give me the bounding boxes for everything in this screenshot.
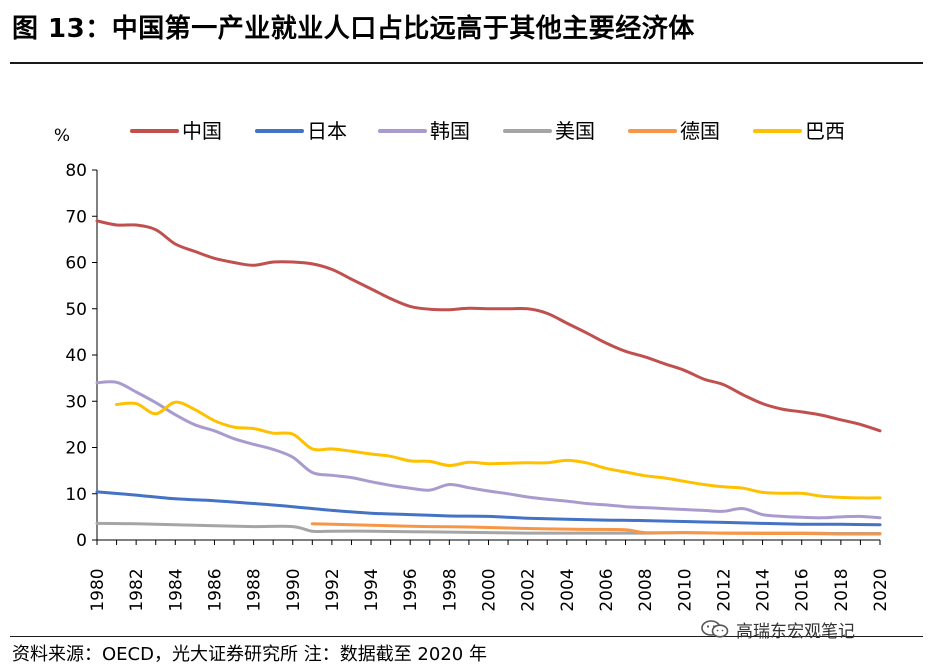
legend-label: 巴西 bbox=[805, 119, 845, 143]
title-divider bbox=[10, 62, 923, 64]
legend-label: 中国 bbox=[182, 119, 222, 143]
x-tick-label: 2008 bbox=[636, 568, 656, 611]
x-tick-label: 1996 bbox=[401, 568, 421, 611]
x-tick-label: 2006 bbox=[597, 568, 617, 611]
x-tick-label: 2012 bbox=[714, 568, 734, 611]
series-line bbox=[95, 219, 882, 433]
legend-item: 美国 bbox=[503, 119, 595, 143]
x-tick-label: 2002 bbox=[519, 568, 539, 611]
y-tick-label: 10 bbox=[65, 485, 87, 505]
y-axis-label: % bbox=[54, 126, 70, 146]
legend-item: 日本 bbox=[255, 119, 347, 143]
x-tick-label: 2016 bbox=[793, 568, 813, 611]
x-tick-label: 1990 bbox=[284, 568, 304, 611]
y-tick-label: 30 bbox=[65, 392, 87, 412]
line-chart: 中国 日本 韩国 美国 德国 巴西 0 10 20 30 40 50 60 70 80% 1980 1982 1… bbox=[54, 119, 891, 612]
x-tick-label: 1988 bbox=[245, 568, 265, 611]
legend-label: 德国 bbox=[680, 119, 720, 143]
x-tick-label: 2004 bbox=[558, 568, 578, 611]
series-line bbox=[310, 522, 882, 536]
x-tick-label: 1984 bbox=[166, 568, 186, 611]
legend-label: 韩国 bbox=[430, 119, 470, 143]
y-tick-label: 70 bbox=[65, 207, 87, 227]
y-tick-label: 20 bbox=[65, 439, 87, 459]
x-tick-label: 2014 bbox=[754, 568, 774, 611]
x-tick-label: 2020 bbox=[871, 568, 891, 611]
chart-title: 图 13：中国第一产业就业人口占比远高于其他主要经济体 bbox=[12, 14, 695, 44]
series-line bbox=[95, 380, 882, 520]
legend-item: 韩国 bbox=[378, 119, 470, 143]
y-tick-label: 80 bbox=[65, 161, 87, 181]
y-tick-label: 50 bbox=[65, 300, 87, 320]
x-tick-label: 2000 bbox=[480, 568, 500, 611]
legend-label: 美国 bbox=[555, 119, 595, 143]
legend-label: 日本 bbox=[307, 119, 347, 143]
x-tick-label: 2018 bbox=[832, 568, 852, 611]
legend-item: 德国 bbox=[628, 119, 720, 143]
footer-divider bbox=[10, 636, 923, 637]
x-tick-label: 1982 bbox=[127, 568, 147, 611]
chart-axes: 0 10 20 30 40 50 60 70 80% 1980 1982 1984 1986 1988 19… bbox=[54, 126, 891, 612]
legend-item: 中国 bbox=[130, 119, 222, 143]
source-note: 资料来源：OECD，光大证券研究所 注：数据截至 2020 年 bbox=[12, 644, 487, 665]
series-line bbox=[115, 400, 882, 500]
series-line bbox=[95, 490, 882, 527]
y-tick-label: 60 bbox=[65, 254, 87, 274]
wechat-icon bbox=[701, 620, 729, 638]
chart-series bbox=[95, 219, 882, 536]
x-tick-label: 1994 bbox=[362, 568, 382, 611]
watermark: 高瑞东宏观笔记 bbox=[700, 618, 855, 642]
x-tick-label: 1980 bbox=[88, 568, 108, 611]
x-tick-label: 2010 bbox=[675, 568, 695, 611]
chart-legend: 中国 日本 韩国 美国 德国 巴西 bbox=[130, 119, 845, 143]
watermark-text: 高瑞东宏观笔记 bbox=[736, 621, 855, 642]
x-tick-label: 1992 bbox=[323, 568, 343, 611]
legend-item: 巴西 bbox=[753, 119, 845, 143]
x-tick-label: 1998 bbox=[440, 568, 460, 611]
y-tick-label: 0 bbox=[76, 531, 87, 551]
x-tick-label: 1986 bbox=[205, 568, 225, 611]
y-tick-label: 40 bbox=[65, 346, 87, 366]
